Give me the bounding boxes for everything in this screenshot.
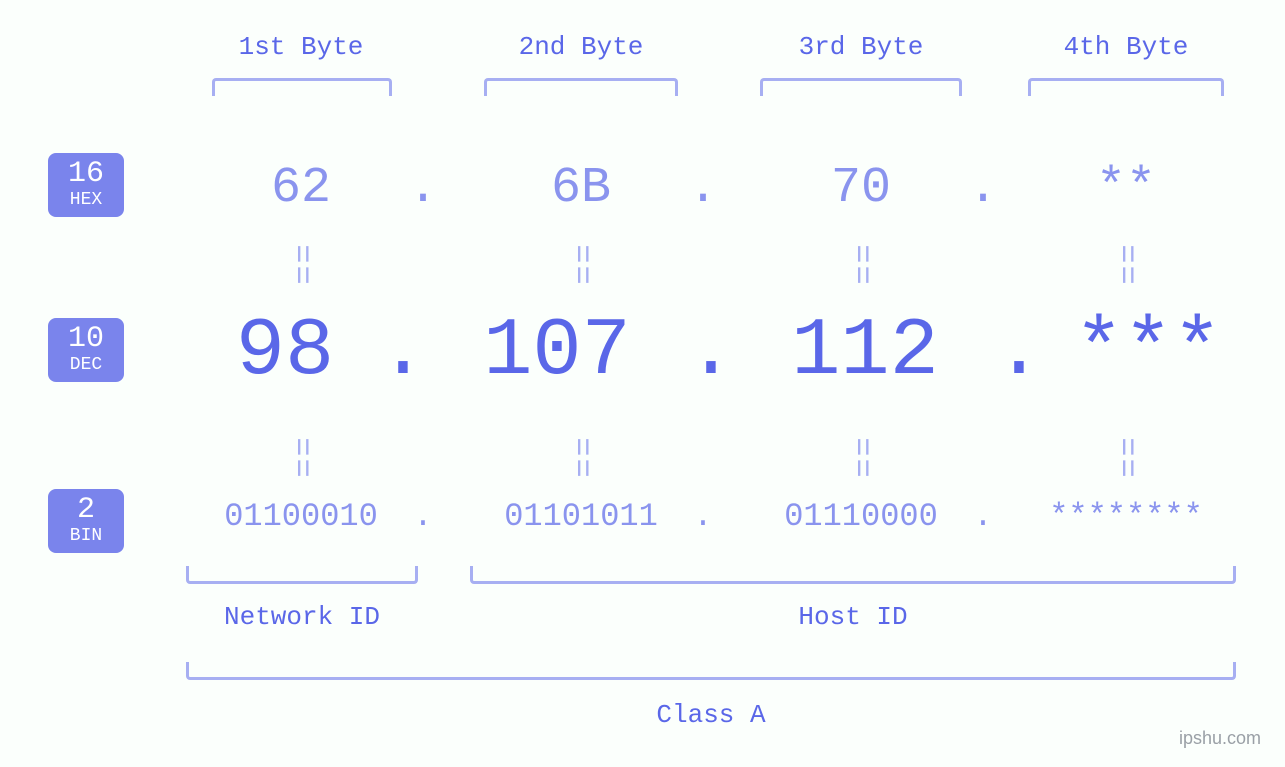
label-network-id: Network ID [224,602,380,632]
badge-bin: 2 BIN [48,489,124,553]
dot-dec-1: . [378,305,427,398]
bracket-byte-1 [212,78,392,96]
badge-bin-abbr: BIN [48,527,124,545]
badge-hex: 16 HEX [48,153,124,217]
hex-byte-2: 6B [551,160,611,217]
eq-hex-dec-1: == [283,244,320,286]
badge-dec-num: 10 [48,324,124,354]
dot-dec-2: . [686,305,735,398]
badge-dec-abbr: DEC [48,356,124,374]
badge-bin-num: 2 [48,495,124,525]
badge-hex-num: 16 [48,159,124,189]
hex-byte-3: 70 [831,160,891,217]
dec-byte-1: 98 [236,305,334,398]
eq-dec-bin-2: == [563,437,600,479]
label-class: Class A [656,700,765,730]
dot-hex-1: . [408,160,438,217]
bracket-host-id [470,566,1236,584]
eq-hex-dec-2: == [563,244,600,286]
hex-byte-4: ** [1096,160,1156,217]
eq-hex-dec-3: == [843,244,880,286]
dot-bin-2: . [693,498,712,535]
hex-byte-1: 62 [271,160,331,217]
dot-bin-1: . [413,498,432,535]
bracket-network-id [186,566,418,584]
dot-bin-3: . [973,498,992,535]
dot-hex-2: . [688,160,718,217]
bracket-class [186,662,1236,680]
watermark: ipshu.com [1179,728,1261,749]
dot-hex-3: . [968,160,998,217]
ip-diagram: 16 HEX 10 DEC 2 BIN 1st Byte 2nd Byte 3r… [0,0,1285,767]
eq-dec-bin-4: == [1108,437,1145,479]
byte-1-label: 1st Byte [239,32,364,62]
byte-2-label: 2nd Byte [519,32,644,62]
byte-3-label: 3rd Byte [799,32,924,62]
bracket-byte-2 [484,78,678,96]
dec-byte-3: 112 [791,305,939,398]
bracket-byte-3 [760,78,962,96]
bin-byte-1: 01100010 [224,498,378,535]
label-host-id: Host ID [798,602,907,632]
eq-dec-bin-1: == [283,437,320,479]
dec-byte-2: 107 [483,305,631,398]
eq-hex-dec-4: == [1108,244,1145,286]
bin-byte-2: 01101011 [504,498,658,535]
eq-dec-bin-3: == [843,437,880,479]
byte-4-label: 4th Byte [1064,32,1189,62]
dot-dec-3: . [994,305,1043,398]
bin-byte-3: 01110000 [784,498,938,535]
dec-byte-4: *** [1074,305,1222,398]
bin-byte-4: ******** [1049,498,1203,535]
badge-hex-abbr: HEX [48,191,124,209]
badge-dec: 10 DEC [48,318,124,382]
bracket-byte-4 [1028,78,1224,96]
